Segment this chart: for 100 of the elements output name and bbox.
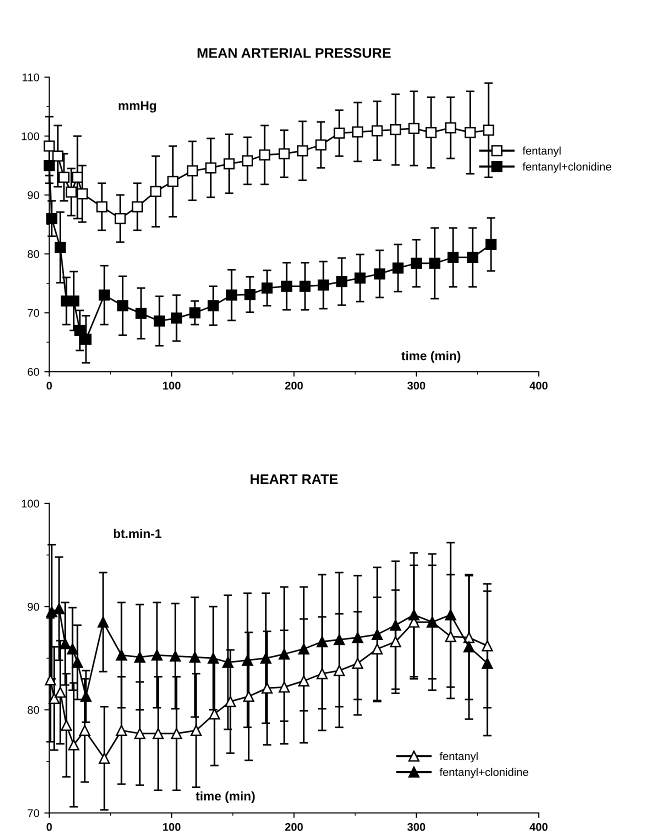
point — [372, 643, 383, 654]
y-tick-label: 70 — [28, 309, 40, 317]
point — [429, 258, 440, 269]
point — [278, 648, 290, 660]
point — [135, 308, 147, 319]
point — [79, 724, 90, 736]
point — [68, 739, 80, 750]
point — [46, 606, 58, 618]
point — [98, 616, 109, 628]
y-tick-label: 80 — [28, 250, 40, 258]
point — [262, 282, 273, 294]
point — [208, 708, 220, 720]
point — [299, 280, 311, 292]
legend-label: fentanyl — [522, 146, 561, 157]
legend-label: fentanyl — [440, 752, 478, 762]
point — [281, 280, 292, 292]
point — [278, 148, 290, 160]
point — [242, 155, 254, 166]
y-tick-label: 90 — [28, 191, 40, 200]
point — [463, 632, 475, 644]
point — [334, 128, 345, 139]
x-tick-label: 400 — [530, 382, 548, 390]
point — [445, 609, 456, 620]
point — [354, 272, 366, 284]
y-axis-title: bt.min-1 — [114, 528, 162, 538]
point — [467, 252, 478, 263]
point — [48, 692, 60, 704]
x-axis-title: time (min) — [196, 791, 255, 803]
point — [244, 288, 256, 300]
point — [46, 212, 58, 224]
point — [208, 300, 219, 312]
point — [463, 641, 475, 652]
point — [297, 145, 308, 156]
point — [390, 124, 402, 136]
x-tick-label: 200 — [285, 823, 303, 831]
point — [408, 609, 420, 620]
x-tick-label: 100 — [163, 382, 180, 390]
x-axis-title: time (min) — [401, 351, 460, 363]
point — [167, 176, 178, 187]
point — [66, 186, 77, 198]
point — [448, 252, 459, 263]
point — [316, 668, 328, 680]
point — [76, 188, 88, 200]
point — [66, 643, 78, 654]
point — [226, 290, 238, 301]
point — [222, 656, 234, 668]
point — [242, 654, 254, 666]
y-tick-label: 100 — [22, 132, 40, 140]
point — [298, 675, 310, 686]
point — [54, 242, 66, 253]
point — [316, 636, 328, 648]
point — [259, 149, 270, 160]
point — [483, 124, 494, 136]
point — [96, 201, 108, 212]
point — [352, 658, 364, 669]
point — [298, 643, 310, 654]
point — [243, 690, 254, 702]
y-tick-label: 80 — [28, 706, 40, 714]
point — [485, 238, 497, 250]
point — [117, 300, 128, 312]
point — [390, 636, 402, 648]
point — [170, 728, 182, 740]
point — [482, 640, 493, 652]
point — [170, 312, 182, 324]
legend-label: fentanyl+clonidine — [522, 162, 612, 173]
y-axis-title: mmHg — [118, 101, 156, 113]
point — [318, 280, 329, 291]
point — [114, 212, 126, 224]
point — [372, 628, 383, 640]
point — [426, 126, 437, 138]
point — [151, 650, 163, 661]
point — [336, 276, 348, 288]
y-tick-label: 100 — [22, 500, 40, 508]
point — [390, 620, 402, 631]
point — [262, 682, 273, 694]
point — [410, 258, 422, 269]
y-tick-label: 60 — [28, 368, 40, 376]
point — [208, 652, 219, 664]
y-tick-label: 70 — [28, 809, 40, 818]
point — [152, 728, 164, 740]
point — [72, 656, 83, 668]
point — [186, 165, 198, 176]
point — [134, 728, 146, 740]
point — [44, 140, 55, 152]
point — [278, 682, 290, 693]
point — [98, 290, 110, 301]
point — [334, 665, 345, 676]
point — [54, 603, 65, 614]
x-tick-label: 200 — [285, 382, 303, 390]
point — [392, 262, 404, 274]
point — [170, 650, 181, 662]
point — [224, 696, 236, 708]
point — [408, 122, 420, 134]
point — [334, 634, 345, 646]
point — [72, 172, 83, 183]
legend-label: fentanyl+clonidine — [440, 768, 528, 778]
point — [445, 122, 456, 134]
point — [189, 307, 200, 318]
point — [482, 658, 493, 669]
point — [60, 720, 72, 731]
